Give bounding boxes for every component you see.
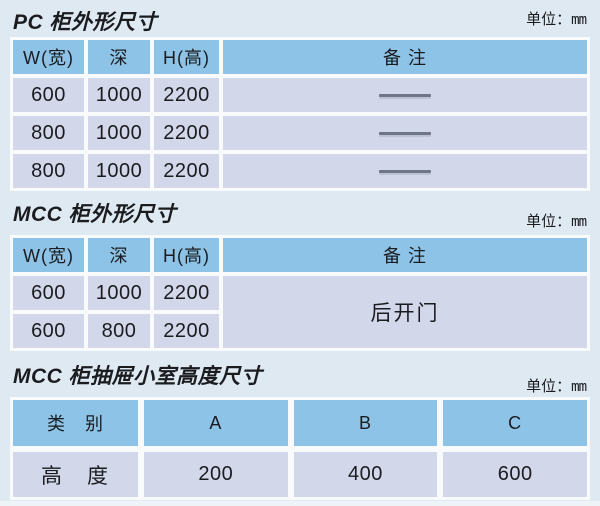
dim-cell: 600 [13,276,84,310]
col-header-remark: 备 注 [223,40,587,74]
col-header-b: B [293,400,438,446]
col-header-width: W(宽) [13,238,84,272]
remark-cell [223,78,587,112]
dim-cell: 1000 [88,116,150,150]
unit-note: 单位：mm [526,210,587,231]
dim-cell: 2200 [154,78,219,112]
unit-value: mm [571,379,587,395]
col-header-c: C [443,400,587,446]
pc-dimensions-table: W(宽) 深 H(高) 备 注 600 1000 2200 800 1000 2… [10,37,590,191]
dim-cell: 800 [88,314,150,348]
unit-value: mm [571,12,587,28]
section-title-mcc: MCC 柜外形尺寸 [13,203,177,226]
dash-line [379,169,431,173]
dash-line [379,131,431,135]
unit-label: 单位： [526,213,572,230]
section-title-pc: PC 柜外形尺寸 [13,11,158,34]
remark-merged-cell: 后开门 [223,276,587,348]
col-header-depth: 深 [88,238,150,272]
page-bottom-edge [0,501,600,506]
value-cell: 400 [293,452,438,497]
dim-cell: 2200 [154,276,219,310]
dim-cell: 600 [13,314,84,348]
unit-note: 单位：mm [526,8,587,29]
unit-note: 单位：mm [526,375,587,396]
section-title-mcc-drawer: MCC 柜抽屉小室高度尺寸 [13,365,263,388]
unit-label: 单位： [526,11,572,28]
col-header-category: 类 别 [13,400,138,446]
dim-cell: 2200 [154,116,219,150]
col-header-depth: 深 [88,40,150,74]
col-header-height: H(高) [154,40,219,74]
col-header-height: H(高) [154,238,219,272]
mcc-dimensions-table: W(宽) 深 H(高) 备 注 600 1000 2200 后开门 600 80… [10,235,590,351]
row-label-cell: 高 度 [13,452,138,497]
mcc-drawer-height-table: 类 别 A B C 高 度 200 400 600 [10,397,590,500]
dim-cell: 2200 [154,154,219,188]
dim-cell: 600 [13,78,84,112]
dim-cell: 800 [13,154,84,188]
dash-line [379,93,431,97]
dim-cell: 1000 [88,78,150,112]
col-header-a: A [144,400,288,446]
dim-cell: 1000 [88,276,150,310]
unit-label: 单位： [526,378,572,395]
unit-value: mm [571,214,587,230]
dim-cell: 800 [13,116,84,150]
dim-cell: 2200 [154,314,219,348]
col-header-width: W(宽) [13,40,84,74]
value-cell: 200 [144,452,288,497]
col-header-remark: 备 注 [223,238,587,272]
remark-cell [223,116,587,150]
value-cell: 600 [443,452,587,497]
dim-cell: 1000 [88,154,150,188]
remark-cell [223,154,587,188]
